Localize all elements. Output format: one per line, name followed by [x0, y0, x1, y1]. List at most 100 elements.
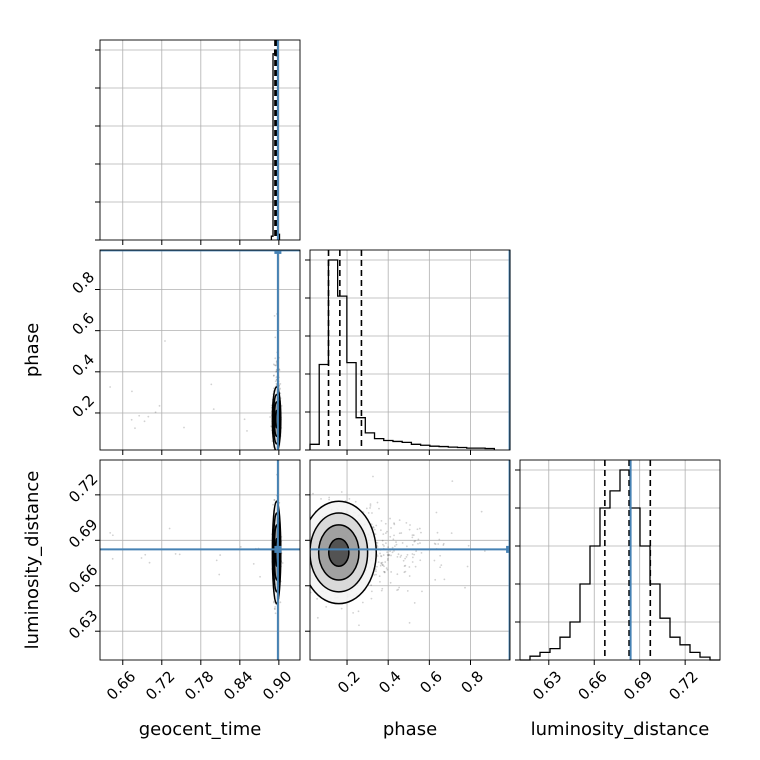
sample-point [307, 563, 309, 565]
sample-point [379, 580, 381, 583]
x-tick-label: 0.4 [375, 667, 405, 697]
x-tick-label: 0.66 [103, 667, 139, 703]
contour-line [271, 386, 282, 450]
sample-point [376, 542, 379, 544]
sample-point [402, 559, 405, 562]
sample-point [383, 565, 385, 568]
sample-point [369, 507, 371, 509]
y-axis-label: luminosity_distance [22, 471, 43, 650]
sample-point [274, 605, 277, 608]
x-tick-label: 0.78 [181, 667, 217, 703]
sample-point [143, 420, 146, 423]
gridlines [100, 460, 300, 660]
x-tick-label: 0.8 [458, 667, 488, 697]
sample-point [302, 594, 304, 596]
sample-point [408, 575, 411, 577]
sample-point [274, 612, 277, 615]
gridlines [520, 469, 720, 623]
sample-point [302, 531, 304, 533]
sample-point [389, 581, 392, 584]
histogram-phase [309, 259, 496, 450]
sample-point [275, 370, 278, 373]
panel-geocent_time-vs-phase: 0.2 0.4 0.6 0.8 [68, 249, 301, 457]
contour-line [317, 524, 360, 581]
sample-point [390, 527, 392, 529]
sample-point [386, 557, 389, 560]
sample-point [272, 503, 274, 506]
sample-point [389, 550, 391, 553]
sample-point [380, 555, 382, 557]
sample-point [382, 543, 384, 546]
sample-point [388, 554, 391, 556]
sample-point [403, 571, 406, 574]
sample-point [385, 567, 388, 570]
sample-point [412, 534, 415, 537]
sample-point [340, 491, 343, 493]
sample-point [408, 566, 411, 568]
y-tick-label: 0.6 [68, 309, 98, 339]
sample-point [303, 580, 305, 582]
sample-point [380, 519, 383, 522]
sample-point [380, 561, 383, 564]
sample-point [215, 559, 218, 562]
sample-point [450, 532, 453, 535]
sample-point [436, 531, 439, 534]
sample-point [305, 572, 307, 574]
sample-point [411, 561, 414, 563]
sample-point [413, 553, 416, 556]
sample-point [280, 455, 282, 457]
sample-point [379, 564, 382, 567]
sample-point [440, 564, 443, 567]
contour-line [272, 393, 281, 445]
sample-point [466, 565, 469, 568]
density-region [100, 250, 300, 457]
sample-point [383, 545, 385, 547]
sample-point [307, 609, 309, 611]
sample-point [400, 532, 403, 534]
sample-point [401, 542, 404, 544]
sample-point [130, 418, 133, 421]
sample-point [464, 586, 466, 589]
sample-point [376, 565, 378, 568]
panel-geocent_time-vs-geocent_time [95, 39, 301, 245]
x-tick-label: 0.84 [220, 667, 256, 703]
sample-point [386, 551, 389, 554]
sample-point [419, 559, 422, 562]
sample-point [303, 549, 305, 551]
gridlines [548, 460, 686, 660]
sample-point [378, 575, 381, 578]
sample-point [274, 608, 276, 611]
sample-point [376, 501, 379, 504]
sample-point [417, 542, 419, 545]
sample-point [178, 553, 181, 556]
sample-point [274, 364, 277, 367]
x-tick-label: 0.69 [620, 667, 656, 703]
sample-point [433, 542, 436, 545]
sample-point [373, 574, 376, 576]
sample-point [348, 497, 351, 500]
sample-point [316, 597, 319, 600]
panel-geocent_time-vs-luminosity_distance: 0.66 0.72 0.78 0.84 0.900.630.660.690.72 [65, 459, 301, 704]
sample-point [390, 554, 392, 557]
sample-point [380, 563, 383, 565]
sample-point [403, 565, 406, 568]
sample-point [379, 529, 382, 532]
gridlines [100, 49, 300, 203]
sample-point [158, 404, 161, 407]
sample-point [358, 624, 360, 627]
sample-point [396, 555, 399, 558]
sample-point [134, 427, 136, 430]
sample-point [270, 425, 273, 428]
y-tick-label: 0.63 [65, 606, 101, 642]
sample-point [434, 543, 437, 546]
sample-point [148, 561, 151, 564]
sample-point [397, 588, 400, 591]
sample-point [138, 414, 141, 417]
sample-point [372, 526, 375, 529]
sample-point [443, 578, 446, 581]
panel-phase-vs-phase [305, 249, 511, 455]
sample-point [398, 519, 401, 522]
density-level [328, 538, 349, 567]
sample-point [395, 541, 397, 543]
